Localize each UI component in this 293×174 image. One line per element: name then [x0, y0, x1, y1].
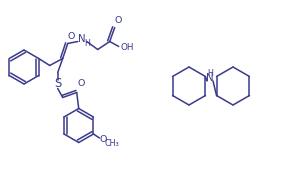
- Text: H: H: [84, 39, 90, 48]
- Text: O: O: [77, 79, 84, 88]
- Text: O: O: [114, 16, 121, 25]
- Text: O: O: [67, 32, 74, 41]
- Text: N: N: [206, 73, 214, 83]
- Text: S: S: [54, 77, 61, 90]
- Text: O: O: [100, 136, 107, 144]
- Text: CH₃: CH₃: [104, 140, 119, 148]
- Text: OH: OH: [121, 43, 134, 52]
- Text: H: H: [207, 69, 213, 77]
- Text: N: N: [78, 34, 86, 45]
